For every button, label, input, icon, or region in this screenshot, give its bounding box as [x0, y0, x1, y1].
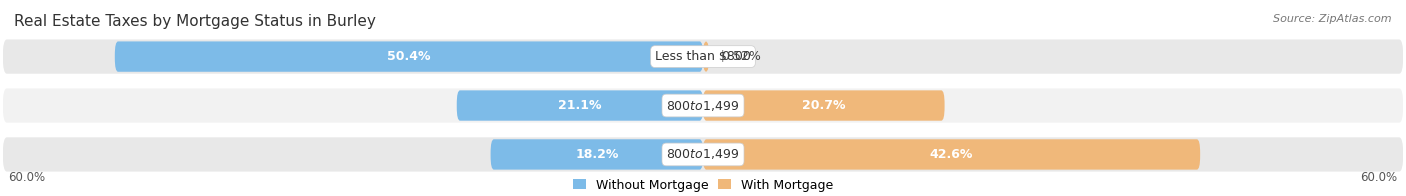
FancyBboxPatch shape [703, 41, 709, 72]
FancyBboxPatch shape [3, 88, 1403, 123]
Text: Less than $800: Less than $800 [655, 50, 751, 63]
Text: 50.4%: 50.4% [387, 50, 430, 63]
Text: $800 to $1,499: $800 to $1,499 [666, 99, 740, 113]
Text: $800 to $1,499: $800 to $1,499 [666, 147, 740, 162]
Text: 0.52%: 0.52% [721, 50, 761, 63]
FancyBboxPatch shape [703, 139, 1201, 170]
Text: 42.6%: 42.6% [929, 148, 973, 161]
Text: 18.2%: 18.2% [575, 148, 619, 161]
FancyBboxPatch shape [703, 90, 945, 121]
Text: Real Estate Taxes by Mortgage Status in Burley: Real Estate Taxes by Mortgage Status in … [14, 14, 375, 29]
FancyBboxPatch shape [491, 139, 703, 170]
Text: Source: ZipAtlas.com: Source: ZipAtlas.com [1274, 14, 1392, 24]
FancyBboxPatch shape [3, 137, 1403, 172]
Text: 20.7%: 20.7% [801, 99, 845, 112]
Text: 21.1%: 21.1% [558, 99, 602, 112]
Text: 60.0%: 60.0% [8, 172, 46, 184]
FancyBboxPatch shape [457, 90, 703, 121]
Text: 60.0%: 60.0% [1360, 172, 1398, 184]
FancyBboxPatch shape [3, 39, 1403, 74]
Legend: Without Mortgage, With Mortgage: Without Mortgage, With Mortgage [568, 173, 838, 196]
FancyBboxPatch shape [115, 41, 703, 72]
